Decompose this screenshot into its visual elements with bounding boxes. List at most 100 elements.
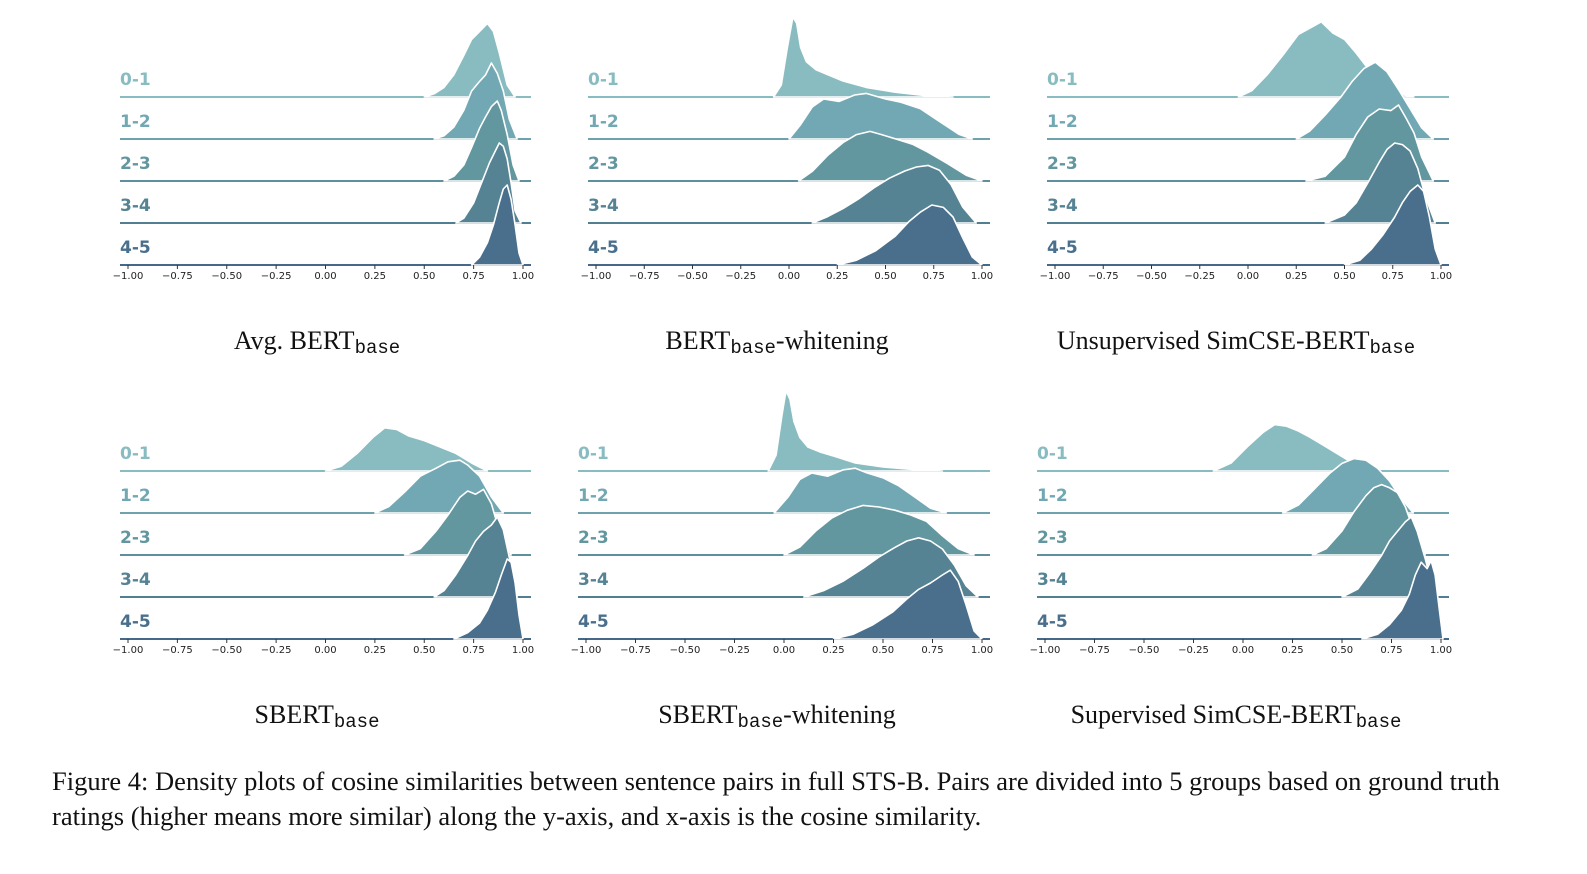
density-1-2: [773, 467, 948, 514]
x-tick-label: 0.75: [462, 645, 484, 656]
x-tick-label: 0.50: [413, 645, 435, 656]
group-label: 2-3: [588, 154, 619, 174]
x-tick-label: 1.00: [512, 271, 534, 282]
group-label: 2-3: [1047, 154, 1078, 174]
x-tick-label: 1.00: [1430, 271, 1452, 282]
density-4-5: [453, 558, 524, 640]
x-tick-label: 0.25: [826, 271, 848, 282]
group-label: 3-4: [120, 570, 151, 590]
density-4-5: [470, 184, 524, 266]
x-tick-label: −0.25: [725, 271, 756, 282]
x-tick-label: −1.00: [1030, 645, 1061, 656]
x-tick-label: 0.25: [364, 271, 386, 282]
x-tick-label: 0.50: [1331, 645, 1353, 656]
x-tick-label: −0.50: [1129, 645, 1160, 656]
group-label: 4-5: [1037, 612, 1068, 632]
group-label: 4-5: [588, 238, 619, 258]
x-tick-label: −0.50: [670, 645, 701, 656]
density-4-5: [832, 569, 983, 640]
x-tick-label: −1.00: [113, 271, 144, 282]
x-tick-label: −0.25: [261, 645, 292, 656]
x-tick-label: 0.75: [462, 271, 484, 282]
density-4-5: [836, 204, 983, 266]
x-tick-label: −0.25: [1184, 271, 1215, 282]
x-tick-label: 0.25: [1285, 271, 1307, 282]
x-tick-label: 0.75: [1382, 271, 1404, 282]
x-tick-label: 0.00: [314, 645, 336, 656]
x-tick-label: 1.00: [971, 645, 993, 656]
x-tick-label: 0.00: [773, 645, 795, 656]
x-tick-label: −0.50: [677, 271, 708, 282]
panel-title-2: Unsupervised SimCSE-BERTbase: [1056, 326, 1416, 359]
group-label: 4-5: [1047, 238, 1078, 258]
group-label: 0-1: [120, 444, 151, 464]
density-0-1: [767, 390, 944, 472]
group-label: 2-3: [120, 154, 151, 174]
group-label: 0-1: [588, 70, 619, 90]
x-tick-label: 0.25: [364, 645, 386, 656]
density-1-2: [788, 92, 974, 140]
x-tick-label: 0.00: [1232, 645, 1254, 656]
x-tick-label: −0.25: [261, 271, 292, 282]
density-0-1: [324, 427, 489, 472]
x-tick-label: 0.50: [874, 271, 896, 282]
group-label: 3-4: [578, 570, 609, 590]
group-label: 2-3: [120, 528, 151, 548]
x-tick-label: −1.00: [1040, 271, 1071, 282]
group-label: 2-3: [1037, 528, 1068, 548]
x-tick-label: −1.00: [113, 645, 144, 656]
x-tick-label: −0.75: [629, 271, 660, 282]
x-tick-label: 0.00: [314, 271, 336, 282]
x-tick-label: 0.50: [413, 271, 435, 282]
x-tick-label: −0.25: [719, 645, 750, 656]
ridgeline-panel-3: 0-1 1-2 2-3 3-4 4-5 −1.00 −0.75 −0.50 −0.25 0.00 0…: [113, 427, 534, 656]
group-label: 4-5: [120, 238, 151, 258]
panel-title-3: SBERTbase: [254, 700, 380, 733]
group-label: 1-2: [588, 112, 619, 132]
panel-title-1: BERTbase-whitening: [665, 326, 889, 359]
figure-caption: Figure 4: Density plots of cosine simila…: [52, 766, 1500, 831]
x-tick-label: −1.00: [581, 271, 612, 282]
x-tick-label: −0.50: [1136, 271, 1167, 282]
x-tick-label: −0.75: [1079, 645, 1110, 656]
x-tick-label: −0.75: [620, 645, 651, 656]
x-tick-label: −0.50: [211, 271, 242, 282]
x-tick-label: 1.00: [971, 271, 993, 282]
group-label: 1-2: [1037, 486, 1068, 506]
x-tick-label: −0.50: [211, 645, 242, 656]
x-tick-label: 0.25: [822, 645, 844, 656]
x-tick-label: 0.50: [1333, 271, 1355, 282]
x-tick-label: −0.75: [162, 645, 193, 656]
group-label: 1-2: [1047, 112, 1078, 132]
x-tick-label: −0.75: [1088, 271, 1119, 282]
x-tick-label: 1.00: [512, 645, 534, 656]
x-tick-label: 1.00: [1430, 645, 1452, 656]
x-tick-label: 0.75: [921, 645, 943, 656]
group-label: 1-2: [120, 486, 151, 506]
x-tick-label: −0.25: [1178, 645, 1209, 656]
density-3-4: [1341, 516, 1436, 598]
group-label: 0-1: [1047, 70, 1078, 90]
group-label: 4-5: [120, 612, 151, 632]
ridgeline-panel-1: 0-1 1-2 2-3 3-4 4-5 −1.00 −0.75 −0.50 −0.25 0.00 0…: [581, 16, 993, 282]
density-4-5: [1343, 184, 1442, 266]
group-label: 0-1: [120, 70, 151, 90]
x-tick-label: 0.50: [872, 645, 894, 656]
x-tick-label: −1.00: [571, 645, 602, 656]
x-tick-label: 0.75: [1380, 645, 1402, 656]
x-tick-label: −0.75: [162, 271, 193, 282]
group-label: 3-4: [588, 196, 619, 216]
group-label: 0-1: [1037, 444, 1068, 464]
density-4-5: [1361, 559, 1444, 640]
group-label: 1-2: [578, 486, 609, 506]
x-tick-label: 0.00: [1237, 271, 1259, 282]
group-label: 2-3: [578, 528, 609, 548]
panel-title-5: Supervised SimCSE-BERTbase: [1070, 700, 1402, 733]
panel-title-0: Avg. BERTbase: [233, 326, 401, 359]
panel-title-4: SBERTbase-whitening: [658, 700, 896, 733]
ridgeline-panel-0: 0-1 1-2 2-3 3-4 4-5 −1.00 −0.75 −0.50 −0.25 0.00 0…: [113, 22, 534, 282]
density-0-1: [772, 16, 954, 98]
group-label: 3-4: [120, 196, 151, 216]
x-tick-label: 0.00: [778, 271, 800, 282]
